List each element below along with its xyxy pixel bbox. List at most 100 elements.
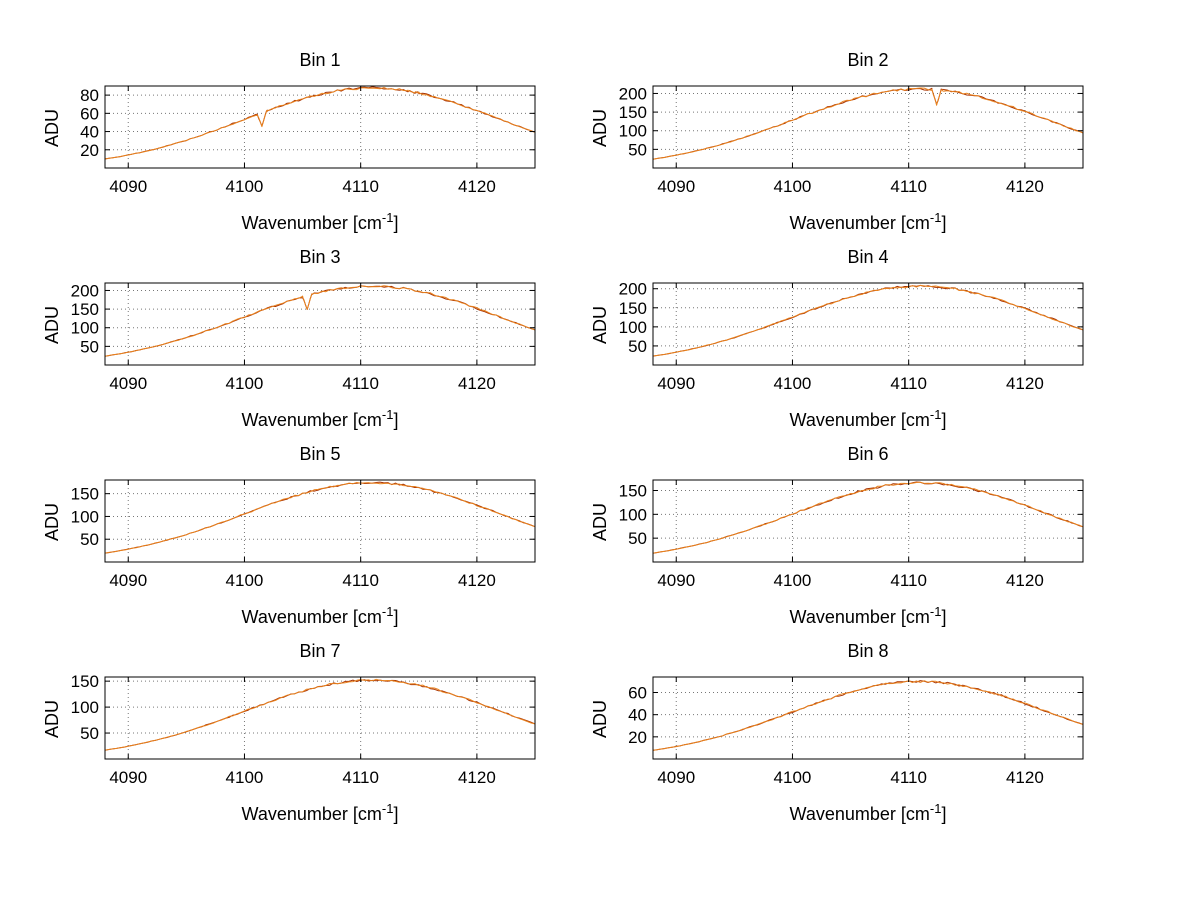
subplot-bin-2: Bin 2 ADU 4090 4100 4110 4120 50 100 150 200 Wa… bbox=[588, 40, 1148, 237]
subplot-bin-8: Bin 8 ADU 4090 4100 4110 4120 20 40 60 Wavenum… bbox=[588, 631, 1148, 828]
x-tick-label: 4120 bbox=[458, 177, 496, 196]
x-axis-label: Wavenumber [cm-1] bbox=[653, 210, 1083, 234]
series-line bbox=[104, 482, 536, 554]
xlabel-superscript: -1 bbox=[381, 604, 394, 619]
y-tick-label: 100 bbox=[619, 505, 647, 524]
x-tick-label: 4100 bbox=[774, 571, 812, 590]
x-tick-label: 4110 bbox=[890, 177, 927, 196]
y-tick-label: 150 bbox=[619, 103, 647, 122]
xlabel-close: ] bbox=[393, 804, 399, 824]
series-line bbox=[104, 87, 536, 160]
y-tick-label: 80 bbox=[80, 86, 99, 105]
x-tick-label: 4120 bbox=[1006, 374, 1044, 393]
x-tick-label: 4120 bbox=[458, 571, 496, 590]
subplot-title: Bin 4 bbox=[847, 247, 889, 267]
x-axis-label: Wavenumber [cm-1] bbox=[653, 407, 1083, 431]
x-tick-label: 4110 bbox=[342, 177, 379, 196]
xlabel-close: ] bbox=[941, 804, 947, 824]
y-tick-label: 100 bbox=[71, 319, 99, 338]
axes-box bbox=[104, 282, 536, 366]
series-line bbox=[652, 680, 1084, 751]
y-tick-label: 150 bbox=[71, 672, 99, 691]
xlabel-close: ] bbox=[941, 213, 947, 233]
subplot-bin-3: Bin 3 ADU 4090 4100 4110 4120 50 100 150 200 Wa… bbox=[40, 237, 600, 434]
series-line bbox=[104, 481, 536, 554]
x-tick-label: 4090 bbox=[109, 571, 147, 590]
y-tick-label: 50 bbox=[80, 337, 99, 356]
series-line bbox=[104, 86, 536, 160]
x-tick-label: 4110 bbox=[342, 768, 379, 787]
x-tick-label: 4110 bbox=[342, 571, 379, 590]
y-tick-label: 150 bbox=[71, 485, 99, 504]
y-tick-label: 50 bbox=[80, 724, 99, 743]
series-line bbox=[652, 284, 1084, 357]
subplot-title: Bin 6 bbox=[847, 444, 889, 464]
series-line bbox=[104, 285, 536, 357]
x-tick-label: 4110 bbox=[890, 768, 927, 787]
y-tick-label: 200 bbox=[619, 84, 647, 103]
series-line bbox=[652, 87, 1084, 160]
series-line bbox=[652, 481, 1084, 554]
axes-box bbox=[104, 85, 536, 169]
x-tick-label: 4110 bbox=[890, 571, 927, 590]
x-axis-label: Wavenumber [cm-1] bbox=[105, 407, 535, 431]
y-tick-label: 50 bbox=[80, 530, 99, 549]
subplot-bin-4: Bin 4 ADU 4090 4100 4110 4120 50 100 150 200 Wa… bbox=[588, 237, 1148, 434]
axes-box bbox=[652, 479, 1084, 563]
plot-canvas: 4090 4100 4110 4120 20 40 60 bbox=[628, 676, 1084, 787]
subplot-title: Bin 3 bbox=[299, 247, 341, 267]
x-axis-label: Wavenumber [cm-1] bbox=[105, 801, 535, 825]
x-axis-label: Wavenumber [cm-1] bbox=[105, 604, 535, 628]
subplot-bin-1: Bin 1 ADU 4090 4100 4110 4120 20 40 60 80 Waven… bbox=[40, 40, 600, 237]
subplot-title: Bin 5 bbox=[299, 444, 341, 464]
x-tick-label: 4100 bbox=[774, 374, 812, 393]
x-tick-label: 4100 bbox=[226, 374, 264, 393]
y-tick-label: 60 bbox=[628, 684, 647, 703]
xlabel-text: Wavenumber [cm bbox=[789, 410, 930, 430]
y-tick-label: 20 bbox=[628, 728, 647, 747]
xlabel-text: Wavenumber [cm bbox=[241, 410, 382, 430]
series-line bbox=[652, 481, 1084, 554]
subplot-bin-7: Bin 7 ADU 4090 4100 4110 4120 50 100 150 Waven… bbox=[40, 631, 600, 828]
xlabel-text: Wavenumber [cm bbox=[241, 804, 382, 824]
axes-box bbox=[104, 676, 536, 760]
axes-box bbox=[652, 85, 1084, 169]
xlabel-superscript: -1 bbox=[381, 407, 394, 422]
xlabel-close: ] bbox=[393, 607, 399, 627]
x-tick-label: 4090 bbox=[657, 374, 695, 393]
y-tick-label: 100 bbox=[71, 698, 99, 717]
y-tick-label: 200 bbox=[71, 281, 99, 300]
x-tick-label: 4100 bbox=[226, 571, 264, 590]
x-tick-label: 4110 bbox=[890, 374, 927, 393]
x-tick-label: 4120 bbox=[458, 374, 496, 393]
xlabel-text: Wavenumber [cm bbox=[789, 213, 930, 233]
subplot-bin-5: Bin 5 ADU 4090 4100 4110 4120 50 100 150 Waven… bbox=[40, 434, 600, 631]
series-line bbox=[652, 680, 1084, 751]
xlabel-text: Wavenumber [cm bbox=[789, 607, 930, 627]
xlabel-superscript: -1 bbox=[929, 210, 942, 225]
series-line bbox=[104, 285, 536, 357]
xlabel-text: Wavenumber [cm bbox=[789, 804, 930, 824]
x-tick-label: 4090 bbox=[109, 374, 147, 393]
xlabel-close: ] bbox=[941, 410, 947, 430]
plot-canvas: 4090 4100 4110 4120 50 100 150 bbox=[71, 672, 536, 787]
xlabel-text: Wavenumber [cm bbox=[241, 607, 382, 627]
x-tick-label: 4090 bbox=[109, 768, 147, 787]
xlabel-superscript: -1 bbox=[929, 604, 942, 619]
y-tick-label: 200 bbox=[619, 280, 647, 299]
y-tick-label: 60 bbox=[80, 104, 99, 123]
xlabel-close: ] bbox=[941, 607, 947, 627]
subplot-title: Bin 7 bbox=[299, 641, 341, 661]
axes-box bbox=[104, 479, 536, 563]
x-axis-label: Wavenumber [cm-1] bbox=[653, 801, 1083, 825]
y-tick-label: 150 bbox=[619, 481, 647, 500]
x-tick-label: 4110 bbox=[342, 374, 379, 393]
x-tick-label: 4100 bbox=[774, 177, 812, 196]
subplot-title: Bin 2 bbox=[847, 50, 889, 70]
y-tick-label: 100 bbox=[619, 318, 647, 337]
x-tick-label: 4090 bbox=[657, 768, 695, 787]
